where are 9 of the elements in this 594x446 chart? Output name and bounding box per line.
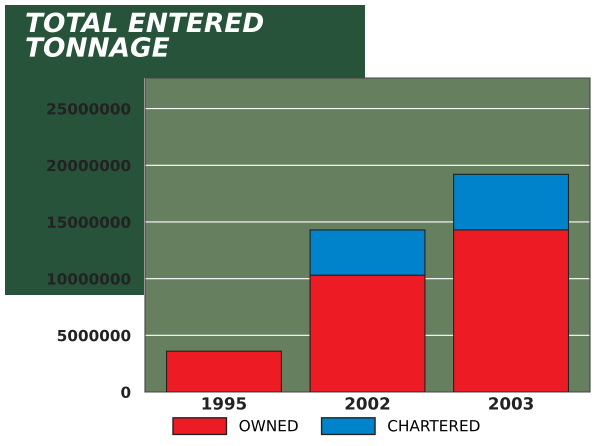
x-tick-label: 2002 xyxy=(346,397,390,410)
bar xyxy=(166,350,282,392)
chart-title: TOTAL ENTERED TONNAGE xyxy=(26,12,264,57)
y-tick-label: 5000000 xyxy=(58,330,130,342)
y-tick-label: 0 xyxy=(121,386,130,398)
legend-label: CHARTERED xyxy=(388,420,480,432)
x-tick-label: 1995 xyxy=(202,397,246,410)
x-tick-label: 2003 xyxy=(489,397,533,410)
legend-label: OWNED xyxy=(240,420,298,432)
